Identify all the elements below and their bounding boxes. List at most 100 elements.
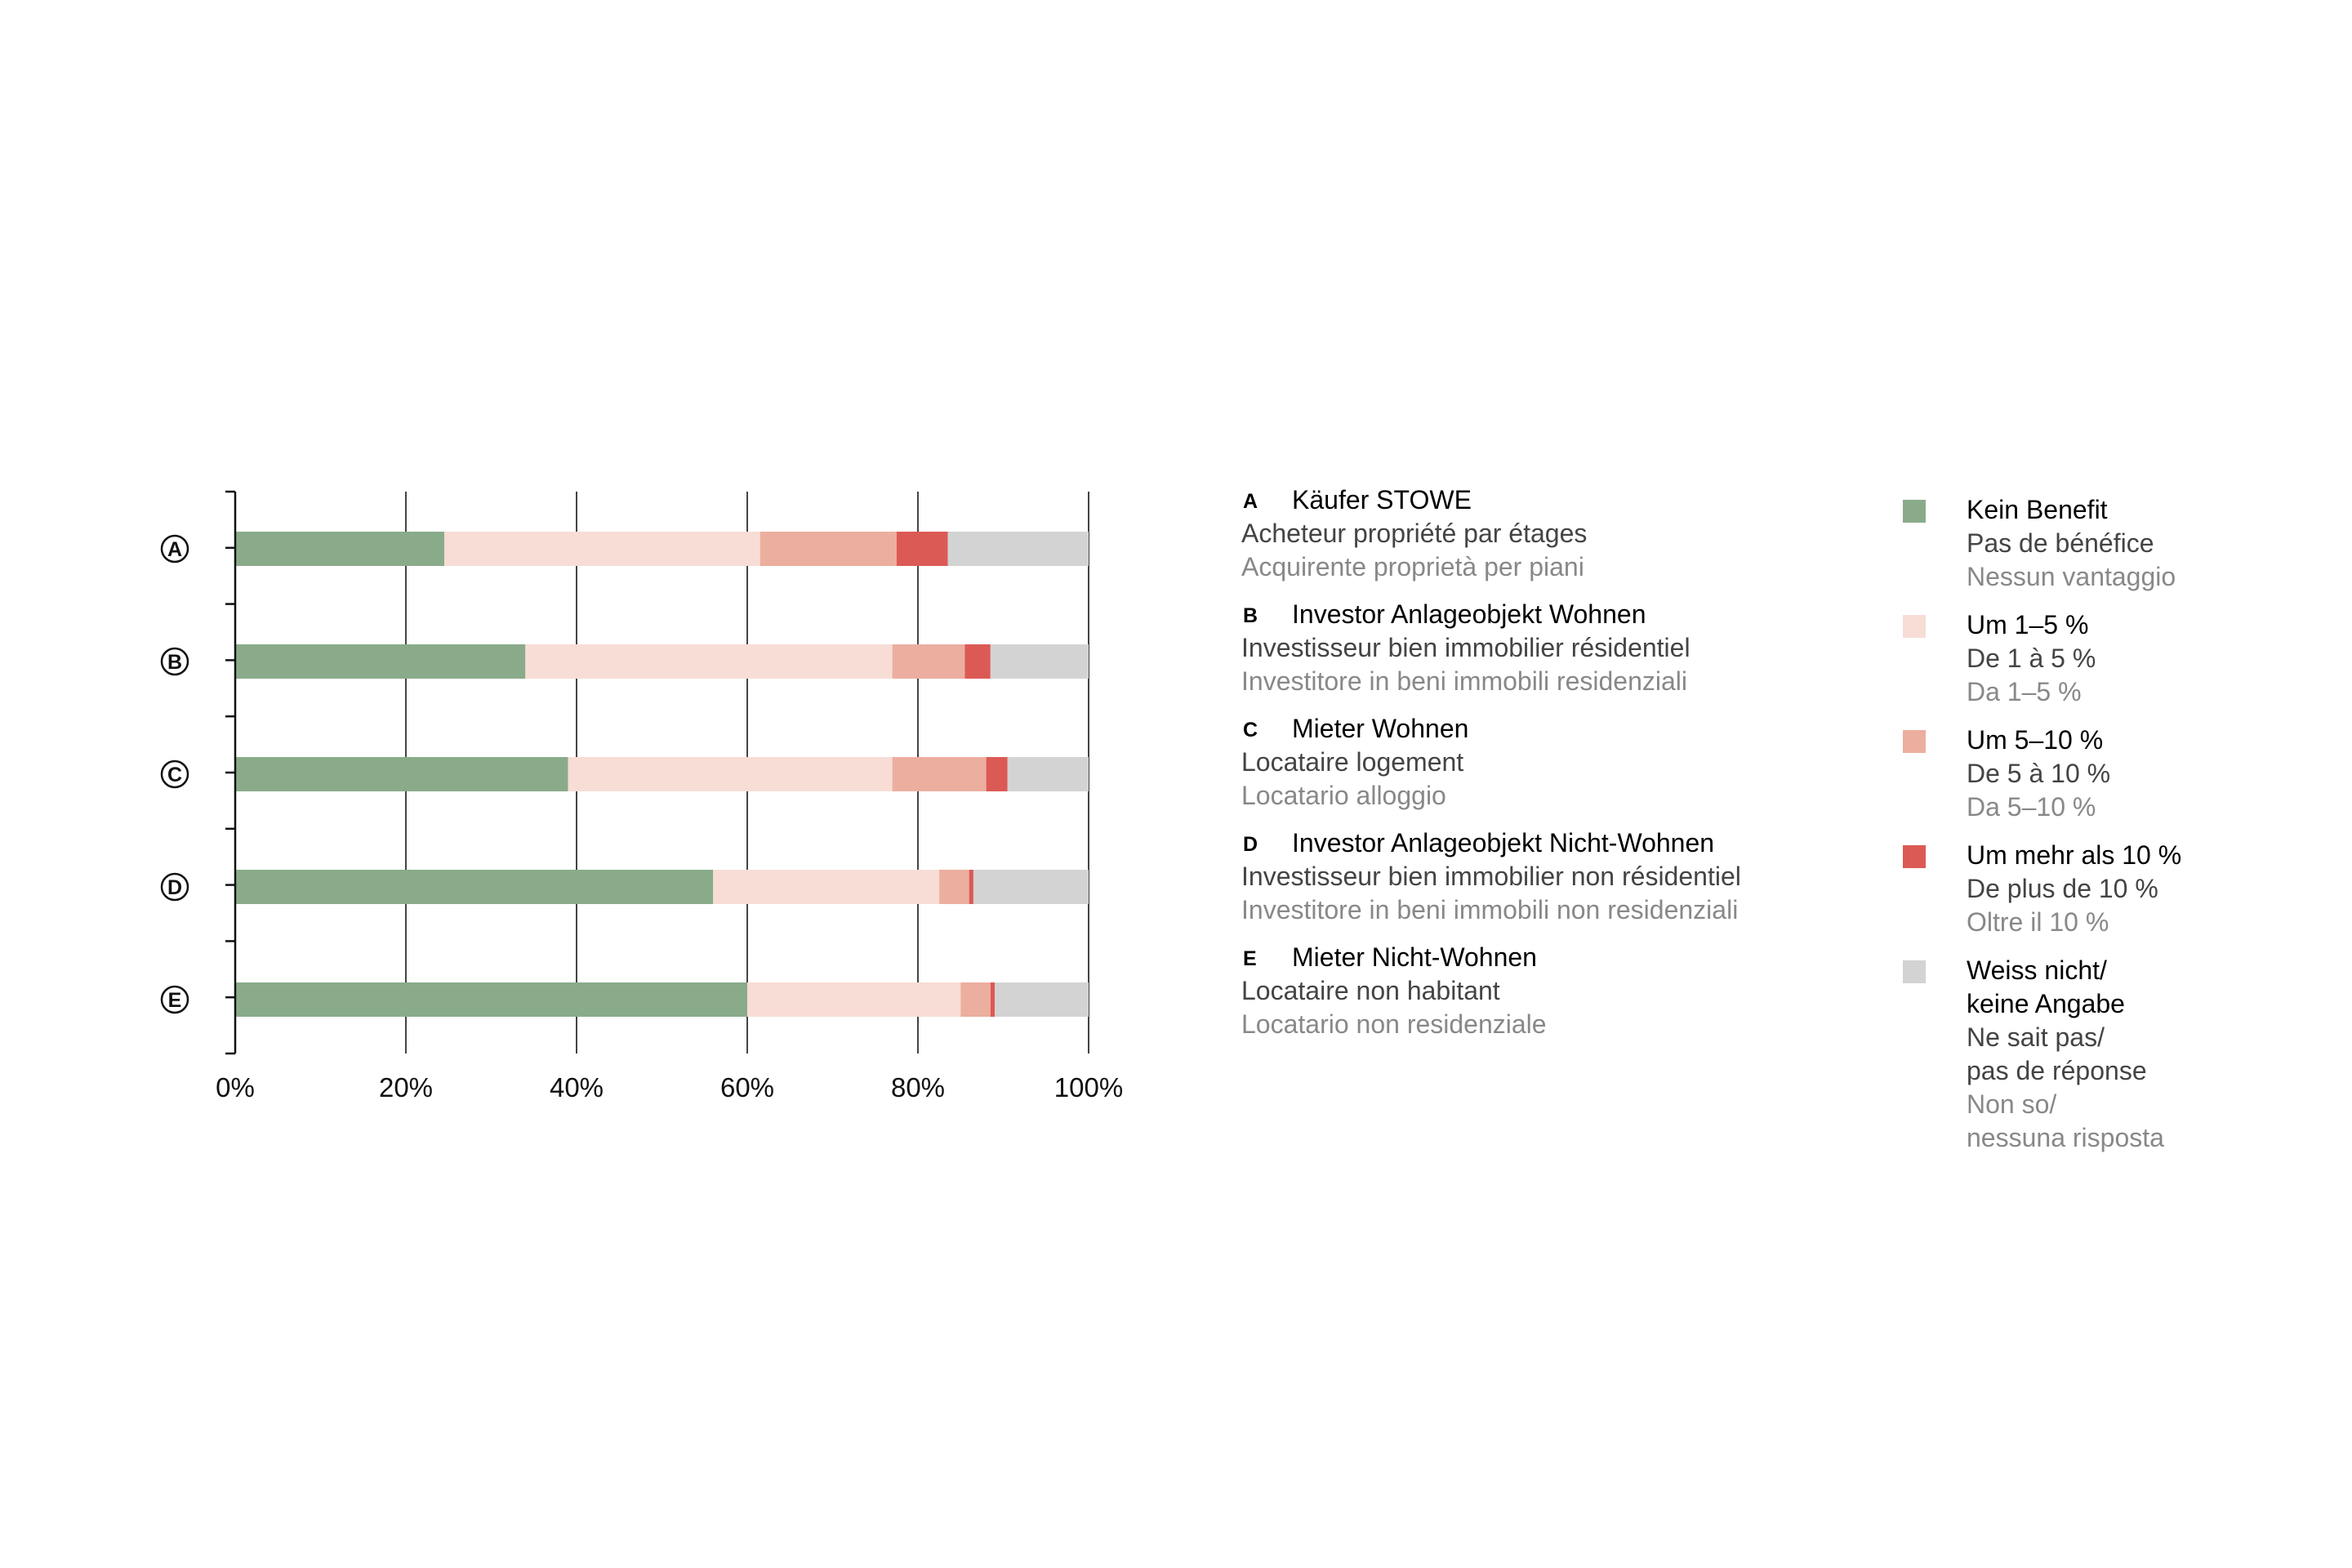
bar-segment: [444, 532, 760, 566]
group-letter: A: [1243, 490, 1258, 513]
bar-segment: [990, 982, 996, 1017]
bar-segment: [713, 870, 940, 904]
bar-segment: [896, 532, 948, 566]
legend-label-de: keine Angabe: [1967, 989, 2125, 1018]
group-letter: D: [1243, 833, 1258, 856]
group-label-de: Mieter Nicht-Wohnen: [1292, 942, 1537, 972]
stacked-bar-chart: A B C D E 0% 20% 40% 60% 80% 100%: [160, 490, 1123, 1102]
legend-label-it: Oltre il 10 %: [1967, 907, 2109, 937]
x-tick-label: 0%: [216, 1072, 255, 1102]
group-letter: C: [1243, 719, 1258, 742]
y-axis: [225, 490, 237, 1055]
bar-segment: [235, 870, 714, 904]
category-marker-circle: [160, 760, 189, 789]
bar-segment: [760, 532, 897, 566]
legend-item: Um mehr als 10 % De plus de 10 % Oltre il …: [1903, 839, 2328, 939]
legend-item: Weiss nicht/keine Angabe Ne sait pas/pas …: [1903, 954, 2328, 1155]
group-a: A Käufer STOWE Acheteur propriété par ét…: [1241, 483, 1862, 584]
group-label-fr: Locataire logement: [1241, 747, 1464, 777]
group-label-it: Locatario non residenziale: [1241, 1009, 1547, 1039]
legend-label-it: Non so/: [1967, 1089, 2057, 1119]
bar-segment: [986, 757, 1008, 791]
legend-item: Um 5–10 % De 5 à 10 % Da 5–10 %: [1903, 724, 2328, 824]
x-tick-label: 20%: [379, 1072, 433, 1102]
bar-segment: [939, 870, 969, 904]
group-label-fr: Acheteur propriété par étages: [1241, 519, 1588, 548]
legend-label-de: Um 1–5 %: [1967, 610, 2089, 639]
legend-label-de: Um 5–10 %: [1967, 725, 2104, 755]
group-label-it: Investitore in beni immobili non residen…: [1241, 895, 1739, 924]
bar-segment: [973, 870, 1089, 904]
bar-segment: [235, 982, 747, 1017]
bar-segment: [990, 644, 1089, 679]
bar-segment: [969, 870, 973, 904]
bars: [235, 532, 1089, 1017]
legend-label-de: Weiss nicht/: [1967, 956, 2107, 985]
category-marker-circle: [160, 534, 189, 564]
legend-label-fr: De 1 à 5 %: [1967, 644, 2096, 673]
bar-segment: [947, 532, 1089, 566]
group-label-de: Käufer STOWE: [1292, 485, 1472, 514]
x-tick-labels: 0% 20% 40% 60% 80% 100%: [216, 1072, 1123, 1102]
legend-label-fr: De plus de 10 %: [1967, 874, 2158, 903]
legend-item: Kein Benefit Pas de bénéfice Nessun vantag…: [1903, 493, 2328, 594]
group-letter: E: [1243, 947, 1257, 970]
bar-segment: [960, 982, 991, 1017]
category-markers: A B C D E: [160, 534, 189, 1014]
legend-label-it: Nessun vantaggio: [1967, 562, 2176, 591]
group-label-de: Mieter Wohnen: [1292, 714, 1469, 743]
bar-segment: [1007, 757, 1089, 791]
legend-label-it: Da 5–10 %: [1967, 792, 2096, 822]
x-tick-label: 40%: [550, 1072, 604, 1102]
group-c: C Mieter Wohnen Locataire logement Locat…: [1241, 712, 1862, 813]
legend-swatch: [1903, 845, 1926, 868]
bar-segment: [892, 757, 987, 791]
legend-label-it: nessuna risposta: [1967, 1123, 2164, 1152]
group-label-de: Investor Anlageobjekt Wohnen: [1292, 599, 1646, 629]
chart-legend: Kein Benefit Pas de bénéfice Nessun vantag…: [1903, 493, 2328, 1169]
legend-label-it: Da 1–5 %: [1967, 677, 2082, 706]
bar-segment: [525, 644, 893, 679]
group-label-it: Acquirente proprietà per piani: [1241, 552, 1584, 581]
group-label-de: Investor Anlageobjekt Nicht-Wohnen: [1292, 828, 1715, 858]
category-label: D: [167, 876, 182, 899]
group-label-fr: Investisseur bien immobilier résidentiel: [1241, 633, 1690, 662]
category-marker-circle: [160, 647, 189, 676]
legend-item: Um 1–5 % De 1 à 5 % Da 1–5 %: [1903, 608, 2328, 709]
bar-segment: [568, 757, 893, 791]
group-e: E Mieter Nicht-Wohnen Locataire non habi…: [1241, 941, 1862, 1041]
bar-segment: [235, 644, 526, 679]
bar-segment: [964, 644, 991, 679]
legend-swatch: [1903, 960, 1926, 983]
category-label: E: [168, 989, 182, 1012]
legend-label-fr: De 5 à 10 %: [1967, 759, 2111, 788]
legend-label-fr: Ne sait pas/: [1967, 1022, 2105, 1052]
category-label: A: [167, 538, 182, 561]
group-d: D Investor Anlageobjekt Nicht-Wohnen Inv…: [1241, 826, 1862, 927]
category-label: C: [167, 764, 182, 786]
group-b: B Investor Anlageobjekt Wohnen Investiss…: [1241, 598, 1862, 698]
legend-swatch: [1903, 500, 1926, 523]
legend-label-de: Kein Benefit: [1967, 495, 2108, 524]
x-tick-label: 80%: [891, 1072, 945, 1102]
x-tick-label: 100%: [1054, 1072, 1123, 1102]
legend-label-de: Um mehr als 10 %: [1967, 840, 2182, 870]
legend-label-fr: Pas de bénéfice: [1967, 528, 2154, 558]
category-label: B: [167, 651, 182, 674]
group-label-fr: Locataire non habitant: [1241, 976, 1500, 1005]
legend-swatch: [1903, 615, 1926, 638]
legend-swatch: [1903, 730, 1926, 753]
group-label-fr: Investisseur bien immobilier non résiden…: [1241, 862, 1741, 891]
bar-segment: [235, 757, 568, 791]
group-letter: B: [1243, 604, 1258, 627]
bar-segment: [995, 982, 1089, 1017]
group-label-it: Investitore in beni immobili residenzial…: [1241, 666, 1688, 696]
legend-label-fr: pas de réponse: [1967, 1056, 2147, 1085]
bar-segment: [892, 644, 965, 679]
bar-segment: [235, 532, 445, 566]
category-marker-circle: [160, 872, 189, 902]
group-descriptions: A Käufer STOWE Acheteur propriété par ét…: [1241, 483, 1862, 1055]
group-label-it: Locatario alloggio: [1241, 781, 1446, 810]
bar-segment: [747, 982, 961, 1017]
x-tick-label: 60%: [720, 1072, 774, 1102]
